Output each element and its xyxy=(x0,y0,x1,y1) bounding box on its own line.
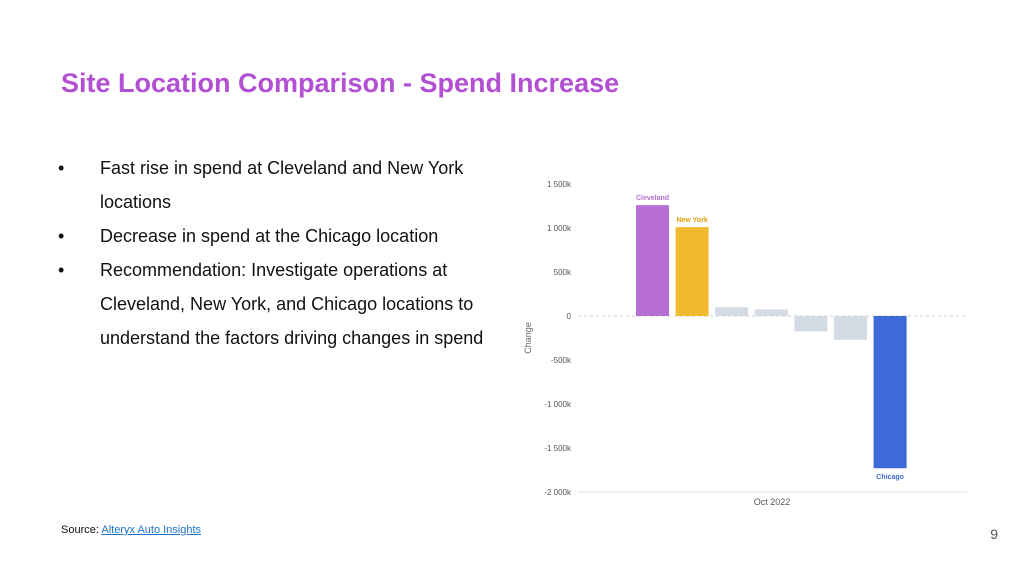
bullet-text: Fast rise in spend at Cleveland and New … xyxy=(100,158,464,212)
page-number: 9 xyxy=(990,526,998,542)
source-note: Source: Alteryx Auto Insights xyxy=(61,524,201,536)
slide-title: Site Location Comparison - Spend Increas… xyxy=(61,68,620,98)
y-tick-label: 0 xyxy=(567,312,572,321)
bar xyxy=(873,316,907,469)
y-tick-label: 1 000k xyxy=(547,224,572,233)
source-label: Source: xyxy=(61,524,99,536)
source-link[interactable]: Alteryx Auto Insights xyxy=(101,524,202,536)
y-tick-label: -1 500k xyxy=(544,444,572,453)
bullet-glyph: • xyxy=(58,226,65,246)
bar xyxy=(675,227,709,316)
y-tick-label: -2 000k xyxy=(544,488,572,497)
y-tick-label: -1 000k xyxy=(544,400,572,409)
bar xyxy=(834,316,867,340)
bar xyxy=(636,205,669,316)
bullet-item: • Fast rise in spend at Cleveland and Ne… xyxy=(58,151,508,219)
bar xyxy=(754,309,788,316)
bar xyxy=(794,316,828,332)
bullet-item: • Decrease in spend at the Chicago locat… xyxy=(58,219,508,253)
y-axis-title: Change xyxy=(523,322,533,354)
y-tick-label: -500k xyxy=(551,356,572,365)
bullet-list: • Fast rise in spend at Cleveland and Ne… xyxy=(58,151,508,355)
bullet-glyph: • xyxy=(58,158,65,178)
bar xyxy=(715,307,749,316)
bullet-glyph: • xyxy=(58,260,65,280)
bullet-text: Recommendation: Investigate operations a… xyxy=(100,260,484,348)
bar-data-label: Chicago xyxy=(876,474,904,481)
bullet-text: Decrease in spend at the Chicago locatio… xyxy=(100,226,439,246)
bar-data-label: New York xyxy=(676,217,707,224)
spend-change-chart: 1 500k 1 000k 500k 0 -500k -1 000k -1 500k -2 0… xyxy=(523,180,967,507)
bullet-item: • Recommendation: Investigate operations… xyxy=(58,253,508,355)
x-axis-title: Oct 2022 xyxy=(754,497,791,507)
y-tick-label: 500k xyxy=(554,268,572,277)
bar-data-label: Cleveland xyxy=(636,195,669,202)
y-tick-label: 1 500k xyxy=(547,180,572,189)
